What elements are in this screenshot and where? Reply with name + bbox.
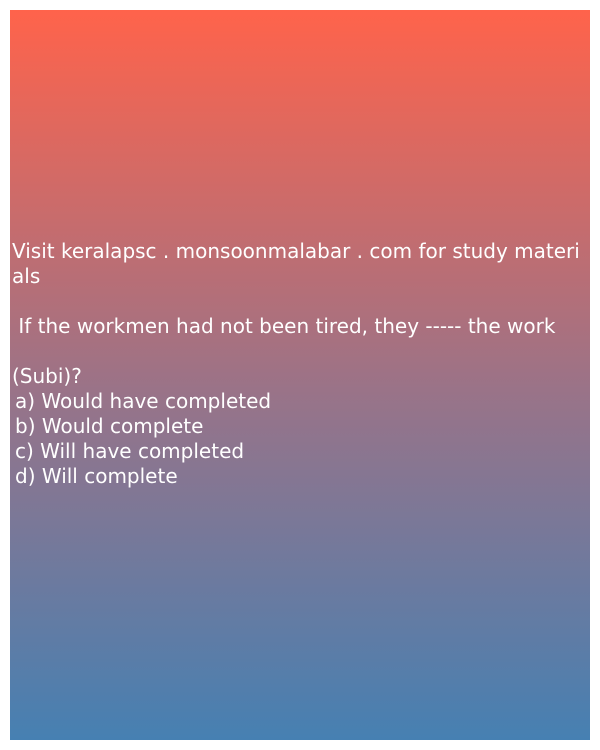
spacer bbox=[12, 289, 588, 314]
question-text: If the workmen had not been tired, they … bbox=[12, 314, 556, 338]
option-d: d) Will complete bbox=[15, 464, 178, 488]
option-b: b) Would complete bbox=[15, 414, 204, 438]
question-text-block: Visit keralapsc . monsoonmalabar . com f… bbox=[12, 239, 588, 489]
option-a: a) Would have completed bbox=[15, 389, 272, 413]
option-c: c) Will have completed bbox=[15, 439, 245, 463]
study-material-notice: Visit keralapsc . monsoonmalabar . com f… bbox=[12, 239, 580, 288]
question-source: (Subi)? bbox=[12, 364, 82, 388]
options-list: a) Would have completed b) Would complet… bbox=[12, 389, 588, 489]
question-card: Visit keralapsc . monsoonmalabar . com f… bbox=[10, 10, 590, 740]
spacer bbox=[12, 339, 588, 364]
